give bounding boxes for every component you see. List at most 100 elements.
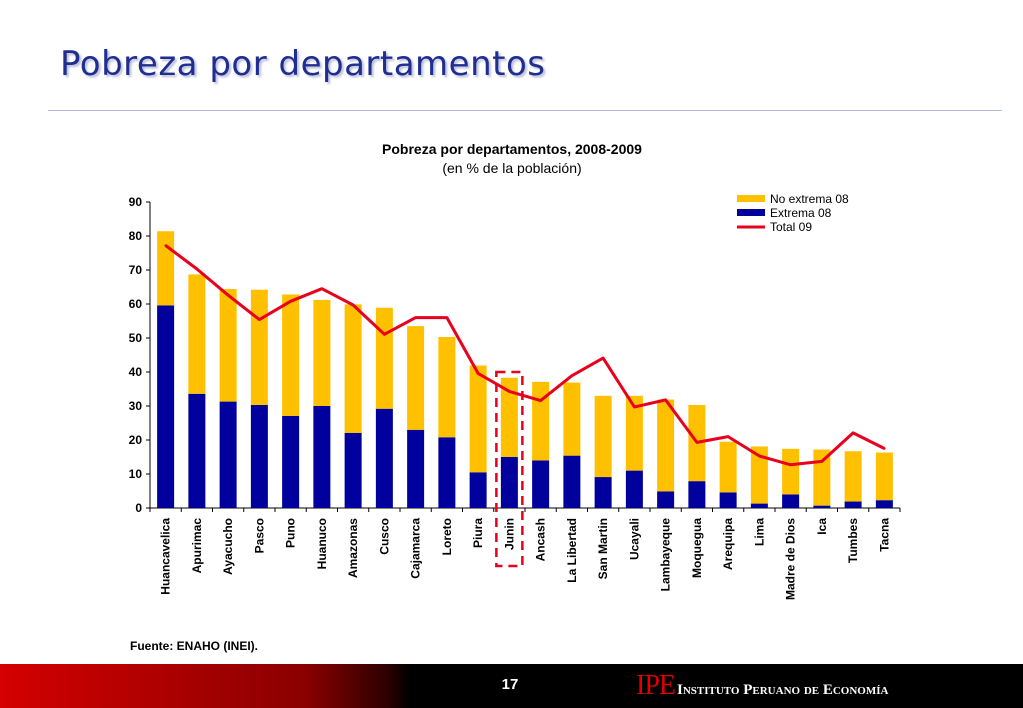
x-tick-label: Pasco [252, 518, 266, 553]
bar-no-extrema [313, 299, 331, 406]
total-point [758, 454, 761, 458]
bar-extrema [500, 457, 518, 508]
total-point [820, 460, 824, 463]
y-tick-label: 70 [129, 263, 143, 277]
x-tick-label: Piura [471, 518, 485, 548]
y-tick-label: 10 [129, 467, 143, 481]
y-tick-label: 20 [129, 433, 143, 447]
y-tick-label: 30 [129, 399, 143, 413]
bar-extrema [594, 477, 612, 508]
x-tick-label: Tumbes [846, 518, 860, 563]
chart-subtitle: (en % de la población) [442, 160, 581, 176]
total-point [508, 390, 511, 393]
total-point [414, 316, 417, 319]
x-tick-label: Lima [752, 518, 766, 546]
bar-extrema [563, 455, 581, 508]
bar-no-extrema [782, 448, 800, 495]
x-tick-label: Huancavelica [159, 518, 173, 595]
footer-bar: 17 IPE Instituto Peruano de Economía [0, 664, 1023, 708]
x-tick-label: Lambayeque [659, 518, 673, 592]
bar-no-extrema [469, 365, 487, 473]
bar-no-extrema [844, 451, 862, 502]
total-point [351, 303, 355, 307]
total-point [320, 287, 324, 290]
y-tick-label: 60 [129, 297, 143, 311]
total-point [851, 431, 855, 435]
x-tick-label: Ucayali [627, 518, 641, 560]
bar-no-extrema [563, 382, 581, 456]
bar-extrema [219, 401, 237, 508]
y-tick-label: 80 [129, 229, 143, 243]
bar-no-extrema [438, 336, 456, 438]
bar-no-extrema [594, 395, 612, 478]
x-tick-label: Arequipa [721, 518, 735, 570]
x-tick-label: Huanuco [315, 518, 329, 569]
bar-no-extrema [750, 446, 768, 504]
total-point [226, 293, 230, 297]
bar-extrema [282, 415, 300, 508]
bar-extrema [688, 481, 706, 508]
source-note: Fuente: ENAHO (INEI). [130, 639, 258, 653]
total-point [476, 372, 480, 375]
bar-no-extrema [250, 289, 268, 405]
legend-label: Total 09 [770, 220, 812, 234]
x-tick-label: Moquegua [690, 518, 704, 578]
bar-no-extrema [875, 452, 893, 501]
plot-area: 0 10 20 30 40 50 60 70 80 90 Huancavelica Apurimac A… [129, 195, 901, 600]
legend-swatch [737, 195, 765, 202]
x-tick-label: Ica [815, 518, 829, 535]
x-tick-label: Ancash [534, 518, 548, 561]
highlight-box [495, 370, 524, 568]
bar-no-extrema [188, 274, 206, 394]
y-tick-label: 90 [129, 195, 143, 209]
bar-extrema [438, 437, 456, 508]
total-point [383, 333, 386, 336]
bar-extrema [719, 492, 737, 508]
x-tick-label: Apurimac [190, 518, 204, 574]
bar-extrema [157, 305, 175, 508]
bar-no-extrema [157, 231, 175, 306]
bar-no-extrema [719, 441, 737, 493]
total-point [195, 267, 199, 271]
bar-no-extrema [375, 307, 393, 409]
bar-extrema [250, 404, 268, 508]
bar-extrema [469, 472, 487, 508]
x-tick-label: Cajamarca [409, 518, 423, 579]
x-tick-label: San Martin [596, 518, 610, 579]
bar-no-extrema [532, 381, 550, 461]
x-tick-label: Loreto [440, 518, 454, 555]
bar-extrema [782, 494, 800, 508]
bar-extrema [532, 460, 550, 508]
y-tick-label: 40 [129, 365, 143, 379]
x-tick-label: Tacna [877, 518, 891, 552]
bar-extrema [844, 501, 862, 508]
logo-text: Instituto Peruano de Economía [677, 682, 889, 698]
bar-extrema [813, 505, 831, 508]
bar-extrema [625, 470, 643, 508]
total-point [726, 435, 730, 438]
x-tick-label: Puno [284, 518, 298, 548]
legend-label: No extrema 08 [770, 192, 849, 206]
poverty-chart: Pobreza por departamentos, 2008-2009 (en… [129, 141, 901, 600]
x-tick-label: Amazonas [346, 518, 360, 578]
bar-extrema [375, 408, 393, 508]
legend-swatch [737, 209, 765, 216]
total-point [258, 318, 261, 321]
x-tick-label: Cusco [377, 518, 391, 555]
logo-mark: IPE [636, 670, 676, 701]
bar-no-extrema [625, 395, 643, 471]
total-point [445, 316, 449, 319]
bar-no-extrema [500, 377, 518, 457]
slide-title: Pobreza por departamentos [60, 44, 546, 84]
bar-no-extrema [282, 294, 300, 416]
total-point [539, 399, 542, 402]
x-tick-label: Madre de Dios [784, 518, 798, 600]
total-point [789, 463, 792, 467]
total-point [601, 356, 605, 360]
bar-no-extrema [657, 399, 675, 492]
bar-no-extrema [813, 449, 831, 506]
title-divider [48, 110, 1002, 111]
bar-extrema [750, 503, 768, 508]
x-tick-label: La Libertad [565, 518, 579, 583]
